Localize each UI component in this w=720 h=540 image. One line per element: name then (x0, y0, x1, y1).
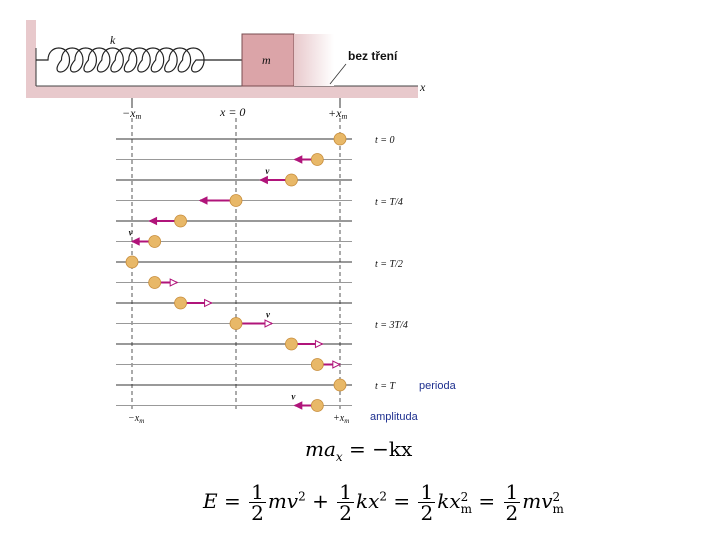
x-axis-label: x (419, 80, 426, 94)
wall (26, 20, 36, 98)
timeline: v v v v −xm +xm (116, 118, 352, 425)
velocity-label: v (291, 392, 296, 402)
minus-xm-label: −xm (122, 106, 141, 121)
velocity-arrowhead (131, 237, 140, 246)
amplituda-annotation: amplituda (370, 411, 419, 423)
velocity-arrowhead (204, 298, 213, 308)
velocity-label: v (266, 310, 271, 320)
velocity-arrowhead (332, 360, 341, 369)
velocity-arrowhead (293, 155, 303, 164)
velocity-label: v (129, 228, 134, 238)
oscillator-ball (148, 235, 162, 248)
mass-block (241, 33, 295, 87)
x-zero-label: x = 0 (219, 105, 245, 119)
velocity-arrowhead (264, 319, 274, 328)
equation-newton: max = −kx (305, 437, 413, 464)
mass-label: m (262, 53, 271, 67)
oscillator-ball (148, 276, 162, 289)
velocity-arrowhead (148, 216, 158, 226)
oscillator-ball (229, 317, 243, 330)
spring-constant-label: k (110, 33, 116, 47)
time-labels: t = 0 t = T/4 t = T/2 t = 3T/4 t = T (375, 135, 408, 392)
bottom-minus-xm-label: −xm (128, 413, 144, 425)
time-label-0: t = 0 (375, 135, 395, 146)
velocity-arrowhead (169, 278, 179, 287)
velocity-arrowhead (198, 196, 208, 205)
velocity-arrowhead (293, 401, 303, 410)
velocity-arrowhead (314, 339, 324, 349)
friction-label: bez tření (348, 49, 398, 63)
bottom-plus-xm-label: +xm (333, 413, 349, 425)
floor (26, 86, 418, 98)
oscillator-ball (310, 399, 324, 412)
spring-apparatus: m k bez tření x −xm x = 0 +xm (26, 20, 426, 121)
oscillator-ball (310, 153, 324, 166)
time-label-1: t = T/4 (375, 197, 403, 208)
oscillator-ball (310, 358, 324, 371)
oscillator-ball (333, 378, 347, 392)
spring-icon (36, 47, 242, 73)
oscillator-ball (285, 337, 298, 351)
oscillator-ball (174, 214, 187, 228)
time-label-2: t = T/2 (375, 259, 403, 270)
oscillator-ball (125, 255, 139, 269)
time-label-4: t = T (375, 381, 397, 392)
velocity-arrowhead (259, 175, 268, 185)
perioda-annotation: perioda (419, 380, 457, 392)
velocity-label: v (265, 166, 270, 176)
plus-xm-label: +xm (328, 106, 347, 121)
oscillator-ball (174, 296, 187, 310)
oscillator-ball (229, 194, 243, 207)
oscillator-ball (285, 173, 298, 187)
motion-trail (294, 34, 334, 86)
time-label-3: t = 3T/4 (375, 320, 408, 331)
oscillator-ball (333, 132, 347, 146)
equation-energy: E = 1 2 mv2 + 1 2 kx2 = 1 2 kx 2 m = 1 2 mv 2 m (203, 480, 564, 525)
